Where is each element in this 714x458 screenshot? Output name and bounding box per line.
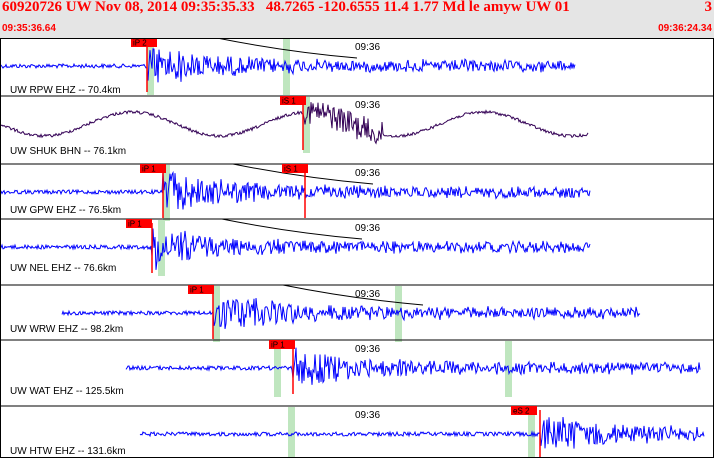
waveform bbox=[0, 170, 591, 210]
waveform bbox=[125, 347, 701, 385]
waveform bbox=[139, 416, 705, 449]
station-label: UW GPW EHZ -- 76.5km bbox=[10, 205, 121, 216]
pick-label: iP 1 bbox=[142, 165, 156, 174]
trace-row[interactable]: 09:36 iP 2 UW RPW EHZ -- 70.4km bbox=[0, 38, 576, 96]
event-title: 60920726 UW Nov 08, 2014 09:35:35.33 48.… bbox=[2, 0, 570, 15]
pick-box[interactable] bbox=[140, 164, 166, 173]
pick-label: iS 1 bbox=[282, 97, 296, 106]
pick-label: iP 1 bbox=[128, 220, 142, 229]
pick-box[interactable] bbox=[269, 340, 295, 349]
arrival-curve bbox=[282, 284, 424, 306]
waveform bbox=[61, 298, 641, 329]
window-end-time: 09:36:24.34 bbox=[658, 23, 712, 34]
pick-label: iP 1 bbox=[190, 286, 204, 295]
arrival-curve bbox=[216, 38, 358, 59]
time-mark: 09:36 bbox=[355, 289, 380, 300]
arrival-curve bbox=[232, 163, 374, 185]
event-title-suffix: 3 bbox=[704, 0, 713, 15]
station-label: UW WAT EHZ -- 125.5km bbox=[10, 386, 124, 397]
trace-row[interactable]: 09:36 iP 1 UW WRW EHZ -- 98.2km bbox=[0, 284, 714, 342]
pick-label: iP 1 bbox=[271, 341, 285, 350]
trace-row[interactable]: 09:36 iS 1 UW SHUK BHN -- 76.1km bbox=[0, 95, 714, 157]
pick-label: iP 2 bbox=[133, 39, 147, 48]
time-mark: 09:36 bbox=[355, 100, 380, 111]
window-start-time: 09:35:36.64 bbox=[2, 23, 56, 34]
arrival-curve bbox=[221, 218, 363, 240]
station-label: UW SHUK BHN -- 76.1km bbox=[10, 146, 126, 157]
station-label: UW RPW EHZ -- 70.4km bbox=[10, 85, 121, 96]
pick-box[interactable] bbox=[126, 219, 152, 228]
time-mark: 09:36 bbox=[355, 42, 380, 53]
trace-row[interactable]: 09:36 eS 2 UW HTW EHZ -- 131.6km bbox=[0, 405, 714, 458]
trace-row[interactable]: 09:36 iP 1 iS 1 UW GPW EHZ -- 76.5km bbox=[0, 163, 714, 221]
waveform bbox=[0, 228, 591, 270]
pick-window bbox=[147, 39, 154, 95]
event-header: 60920726 UW Nov 08, 2014 09:35:35.33 48.… bbox=[0, 0, 714, 38]
trace-row[interactable]: 09:36 iP 1 UW NEL EHZ -- 76.6km bbox=[0, 218, 714, 276]
station-label: UW HTW EHZ -- 131.6km bbox=[10, 446, 126, 457]
time-mark: 09:36 bbox=[355, 168, 380, 179]
trace-row[interactable]: 09:36 iP 1 UW WAT EHZ -- 125.5km bbox=[0, 339, 714, 397]
pick-label: eS 2 bbox=[513, 407, 530, 416]
pick-window bbox=[303, 97, 310, 153]
seismogram-panel[interactable]: 09:36 iP 2 UW RPW EHZ -- 70.4km 09:36 iS 1 UW… bbox=[0, 38, 714, 458]
pick-label: iS 1 bbox=[284, 165, 298, 174]
time-mark: 09:36 bbox=[355, 410, 380, 421]
pick-box[interactable] bbox=[188, 285, 214, 294]
waveform bbox=[0, 102, 589, 145]
pick-box[interactable] bbox=[282, 164, 308, 173]
station-label: UW NEL EHZ -- 76.6km bbox=[10, 263, 116, 274]
time-mark: 09:36 bbox=[355, 344, 380, 355]
pick-window bbox=[288, 407, 295, 458]
station-label: UW WRW EHZ -- 98.2km bbox=[10, 324, 123, 335]
pick-box[interactable] bbox=[131, 38, 157, 47]
pick-window bbox=[158, 220, 165, 276]
pick-box[interactable] bbox=[511, 406, 537, 415]
time-mark: 09:36 bbox=[355, 223, 380, 234]
pick-box[interactable] bbox=[280, 96, 306, 105]
pick-window bbox=[213, 286, 220, 342]
waveform bbox=[0, 48, 576, 83]
